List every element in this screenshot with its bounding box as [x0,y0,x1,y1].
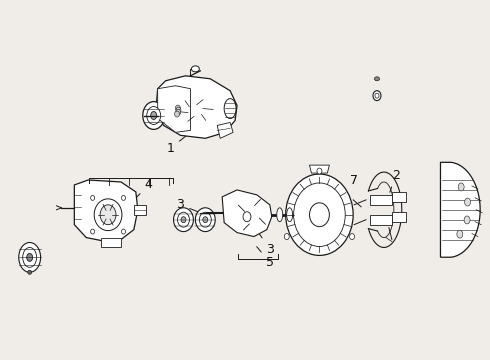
Text: 1: 1 [167,130,193,155]
Ellipse shape [176,109,181,115]
Ellipse shape [375,93,379,98]
Text: 7: 7 [346,174,358,194]
Ellipse shape [374,77,379,81]
Text: 5: 5 [257,247,274,269]
Bar [101,238,121,247]
Ellipse shape [373,91,381,100]
Ellipse shape [199,212,211,227]
Ellipse shape [122,229,125,234]
Ellipse shape [176,107,181,113]
Bar [370,215,392,225]
Ellipse shape [224,99,236,118]
Ellipse shape [196,208,215,231]
Ellipse shape [464,216,470,224]
Text: 6: 6 [440,168,447,192]
Text: 2: 2 [390,168,400,192]
Ellipse shape [177,212,190,227]
Ellipse shape [91,195,95,201]
Ellipse shape [151,112,157,120]
Ellipse shape [465,198,470,206]
Polygon shape [156,76,237,138]
Polygon shape [217,122,233,138]
Polygon shape [74,180,138,242]
Ellipse shape [284,234,289,239]
Ellipse shape [310,203,329,227]
Ellipse shape [457,230,463,238]
Polygon shape [158,86,191,132]
Ellipse shape [317,168,322,174]
Polygon shape [310,165,329,173]
Ellipse shape [147,107,161,125]
Ellipse shape [203,217,208,223]
Ellipse shape [175,105,180,111]
Ellipse shape [26,253,33,261]
Ellipse shape [277,208,283,222]
Ellipse shape [23,247,37,267]
Bar [134,205,146,215]
Text: 3: 3 [259,234,274,256]
Text: 3: 3 [176,198,198,212]
Ellipse shape [143,102,165,129]
Ellipse shape [122,195,125,201]
Ellipse shape [100,205,116,225]
Ellipse shape [173,208,194,231]
Ellipse shape [181,217,186,223]
Ellipse shape [349,234,355,239]
Ellipse shape [94,199,122,231]
Ellipse shape [28,270,32,274]
Ellipse shape [91,229,95,234]
Ellipse shape [458,183,464,191]
Polygon shape [392,192,406,202]
Ellipse shape [174,111,179,117]
Bar [370,195,392,205]
Polygon shape [392,212,406,222]
Ellipse shape [287,208,293,222]
Ellipse shape [192,66,199,72]
Ellipse shape [243,212,251,222]
Ellipse shape [294,183,345,247]
Ellipse shape [286,174,353,255]
Polygon shape [441,162,480,257]
Text: 4: 4 [136,179,153,198]
Ellipse shape [19,243,41,272]
Polygon shape [222,190,272,237]
